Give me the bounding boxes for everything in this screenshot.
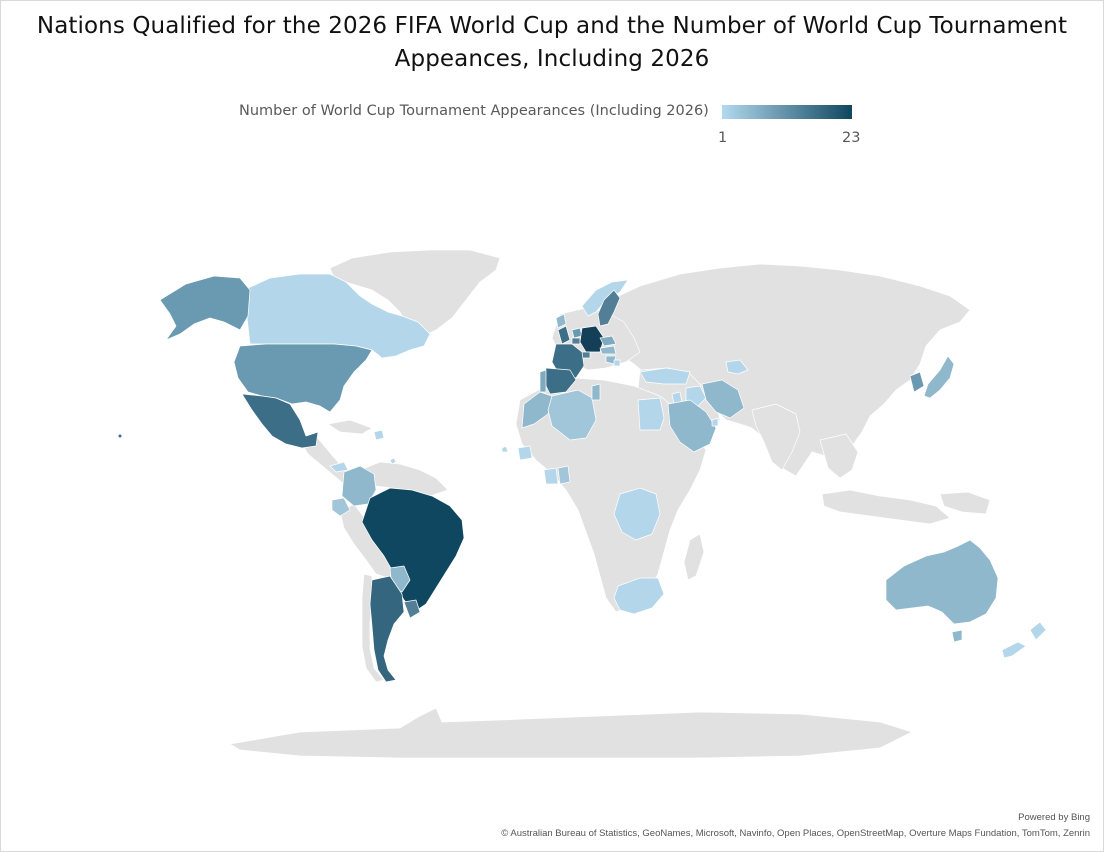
legend-gradient-bar bbox=[722, 105, 852, 119]
land-greenland bbox=[329, 249, 501, 339]
country-argentina bbox=[369, 575, 405, 683]
base-land bbox=[229, 249, 991, 759]
land-cuba bbox=[327, 419, 373, 435]
country-ecuador bbox=[331, 497, 351, 517]
country-england bbox=[557, 325, 571, 345]
country-czechia bbox=[599, 335, 617, 347]
land-india bbox=[751, 403, 801, 471]
country-tunisia bbox=[591, 383, 601, 401]
country-brazil bbox=[361, 487, 465, 613]
country-haiti bbox=[373, 429, 385, 441]
country-uzbekistan bbox=[725, 359, 749, 375]
country-mexico bbox=[241, 393, 319, 449]
map-attribution: © Australian Bureau of Statistics, GeoNa… bbox=[501, 828, 1090, 839]
country-norway bbox=[581, 279, 629, 317]
land-papua bbox=[939, 491, 991, 515]
island-dot bbox=[118, 434, 122, 438]
country-cape-verde bbox=[501, 445, 509, 453]
country-egypt bbox=[637, 397, 665, 431]
land-africa bbox=[515, 377, 707, 613]
country-ghana bbox=[557, 465, 571, 485]
land-indonesia bbox=[821, 489, 951, 525]
country-turkiye bbox=[639, 367, 691, 385]
legend-label: Number of World Cup Tournament Appearanc… bbox=[239, 103, 709, 119]
legend-max-value: 23 bbox=[842, 130, 861, 146]
country-saudi-arabia bbox=[667, 399, 717, 453]
land-antarctica bbox=[229, 707, 913, 759]
title-line-2: Appeances, Including 2026 bbox=[394, 46, 710, 72]
country-dr-congo bbox=[613, 487, 661, 541]
country-usa-alaska bbox=[159, 275, 251, 341]
country-cote-divoire bbox=[543, 467, 559, 485]
title-line-1: Nations Qualified for the 2026 FIFA Worl… bbox=[36, 13, 1068, 39]
country-iran bbox=[701, 379, 745, 419]
country-morocco bbox=[521, 391, 553, 429]
country-senegal bbox=[517, 445, 533, 461]
country-new-zealand bbox=[1029, 621, 1047, 641]
country-australia-tasmania bbox=[951, 629, 963, 643]
country-uruguay bbox=[403, 599, 421, 619]
country-south-africa bbox=[613, 577, 665, 615]
country-qatar bbox=[711, 417, 719, 427]
qualified-countries bbox=[159, 273, 1047, 683]
country-new-zealand-south bbox=[1001, 641, 1027, 659]
country-belgium bbox=[571, 337, 581, 345]
country-panama bbox=[329, 461, 349, 473]
country-portugal bbox=[539, 369, 547, 393]
country-sweden bbox=[597, 289, 621, 327]
country-korea-republic bbox=[909, 371, 925, 393]
powered-by-credit: Powered by Bing bbox=[1018, 812, 1090, 823]
country-austria bbox=[599, 345, 617, 355]
country-scotland bbox=[555, 313, 567, 329]
country-australia bbox=[885, 539, 999, 625]
country-usa bbox=[233, 343, 373, 413]
land-madagascar bbox=[683, 533, 705, 581]
country-bosnia bbox=[613, 359, 621, 367]
country-curacao bbox=[389, 457, 397, 465]
country-japan bbox=[923, 355, 955, 399]
country-germany bbox=[579, 325, 605, 353]
chart-title: Nations Qualified for the 2026 FIFA Worl… bbox=[0, 10, 1104, 76]
land-se-asia bbox=[819, 433, 859, 479]
legend-min-value: 1 bbox=[718, 130, 728, 146]
country-algeria bbox=[547, 389, 597, 441]
